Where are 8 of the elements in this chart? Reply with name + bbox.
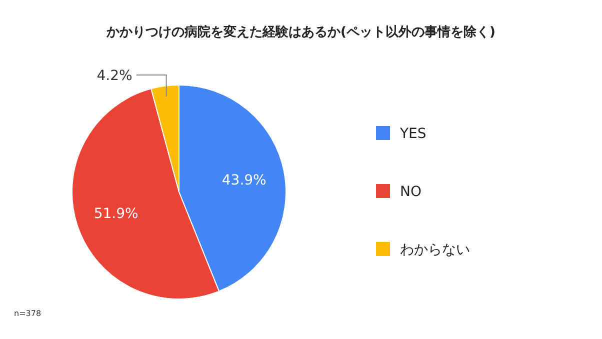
text: n=378 xyxy=(14,309,42,318)
data-label: 4.2% xyxy=(96,68,132,84)
chart-title: かかりつけの病院を変えた経験はあるか(ペット以外の事情を除く) xyxy=(106,24,496,40)
legend-label: YES xyxy=(399,126,426,142)
legend-label: わからない xyxy=(400,242,470,258)
legend-label: NO xyxy=(400,184,422,200)
data-label: 43.9% xyxy=(222,172,266,188)
data-label: 51.9% xyxy=(94,206,138,222)
